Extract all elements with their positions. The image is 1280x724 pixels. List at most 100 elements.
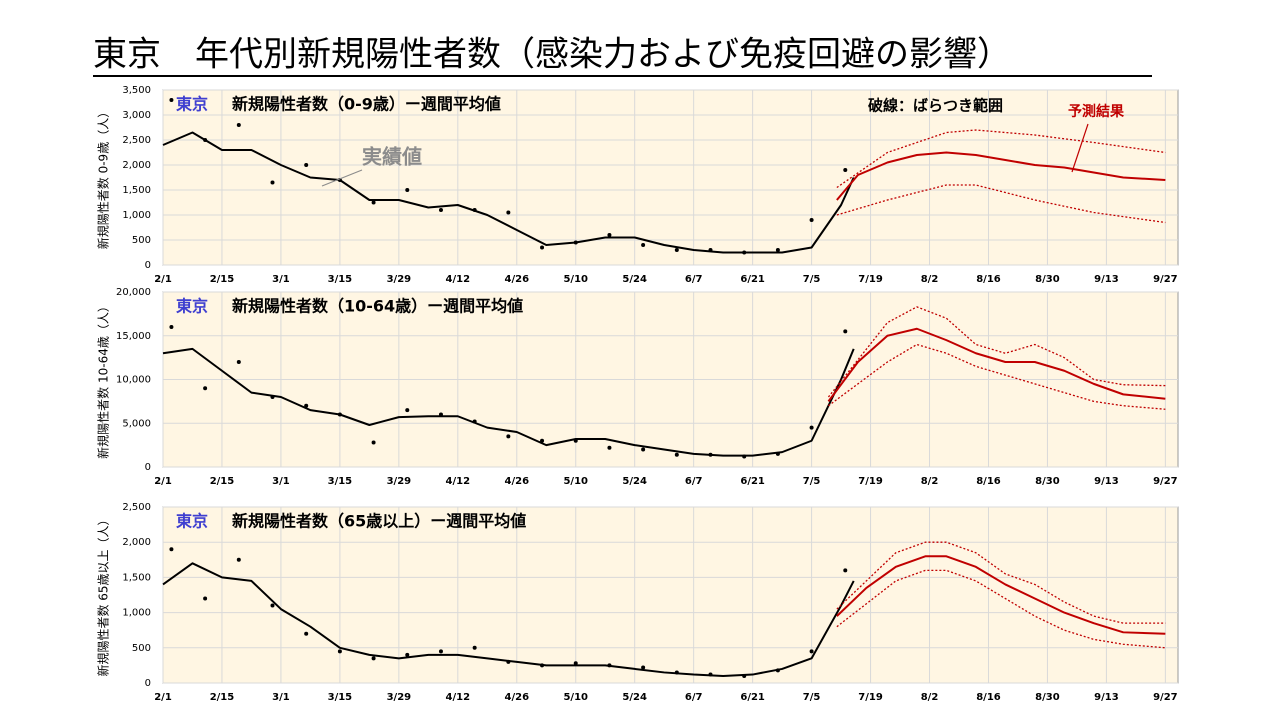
data-point xyxy=(674,248,679,252)
x-tick-label: 2/1 xyxy=(154,476,172,487)
y-tick-label: 1,000 xyxy=(122,608,151,619)
x-tick-label: 3/1 xyxy=(272,274,290,285)
x-tick-label: 4/26 xyxy=(505,274,530,285)
y-tick-label: 5,000 xyxy=(122,418,151,429)
data-point xyxy=(641,447,646,452)
y-axis-label: 新規陽性者数 10-64歳（人） xyxy=(96,300,111,459)
x-tick-label: 3/29 xyxy=(387,476,412,487)
y-axis-label: 新規陽性者数 65歳以上（人） xyxy=(96,513,111,676)
x-tick-label: 9/27 xyxy=(1153,692,1178,703)
data-point xyxy=(371,656,376,661)
y-tick-label: 3,000 xyxy=(122,110,151,121)
trend-line xyxy=(162,131,855,254)
x-tick-label: 3/15 xyxy=(328,692,353,703)
x-tick-label: 6/7 xyxy=(685,274,703,285)
x-tick-label: 6/21 xyxy=(740,274,765,285)
annotation-leader xyxy=(321,169,363,187)
x-tick-label: 4/26 xyxy=(505,476,530,487)
chart-subtitle: 新規陽性者数（65歳以上）ー週間平均値 xyxy=(232,512,526,531)
data-point xyxy=(438,649,443,654)
x-tick-label: 5/10 xyxy=(563,274,588,285)
annotation: 実績値 xyxy=(362,145,422,169)
data-point xyxy=(775,248,780,252)
data-point xyxy=(573,661,578,666)
y-axis-label: 新規陽性者数 0-9歳（人） xyxy=(96,106,111,249)
data-point xyxy=(203,596,208,601)
x-tick-label: 5/10 xyxy=(563,692,588,703)
data-point xyxy=(270,180,275,185)
data-point xyxy=(371,440,376,445)
x-tick-label: 9/27 xyxy=(1153,274,1178,285)
range-line xyxy=(836,184,1166,224)
region-label: 東京 xyxy=(176,95,208,114)
chart-subtitle: 新規陽性者数（0-9歳）ー週間平均値 xyxy=(232,95,501,114)
x-tick-label: 3/29 xyxy=(387,692,412,703)
data-point xyxy=(540,245,545,250)
x-tick-label: 9/13 xyxy=(1094,476,1119,487)
y-tick-label: 20,000 xyxy=(116,287,151,298)
annotation: 破線：ばらつき範囲 xyxy=(868,97,1003,115)
x-tick-label: 7/5 xyxy=(803,692,821,703)
x-tick-label: 3/1 xyxy=(272,476,290,487)
x-tick-label: 4/12 xyxy=(446,692,471,703)
x-tick-label: 3/15 xyxy=(328,476,353,487)
x-tick-label: 6/7 xyxy=(685,476,703,487)
data-point xyxy=(641,665,646,670)
x-tick-label: 3/15 xyxy=(328,274,353,285)
data-point xyxy=(641,243,646,247)
x-tick-label: 8/30 xyxy=(1035,274,1060,285)
x-tick-label: 6/21 xyxy=(740,692,765,703)
annotation-leader xyxy=(1071,123,1089,173)
x-tick-label: 2/15 xyxy=(210,476,235,487)
x-tick-label: 2/1 xyxy=(154,274,172,285)
data-point xyxy=(809,649,814,654)
data-point xyxy=(169,547,174,552)
x-tick-label: 2/15 xyxy=(210,692,235,703)
data-point xyxy=(169,325,174,329)
x-tick-label: 8/2 xyxy=(921,476,939,487)
range-line xyxy=(836,541,1166,624)
data-point xyxy=(506,434,511,439)
data-point xyxy=(405,652,410,657)
x-tick-label: 9/27 xyxy=(1153,476,1178,487)
x-tick-label: 3/1 xyxy=(272,692,290,703)
x-tick-label: 9/13 xyxy=(1094,692,1119,703)
data-point xyxy=(304,163,309,167)
x-tick-label: 5/10 xyxy=(563,476,588,487)
data-point xyxy=(809,425,814,430)
data-point xyxy=(304,631,309,636)
y-tick-label: 2,500 xyxy=(122,135,151,146)
x-tick-label: 5/24 xyxy=(622,476,647,487)
x-tick-label: 7/5 xyxy=(803,476,821,487)
data-point xyxy=(809,218,814,222)
trend-line xyxy=(162,562,855,677)
x-tick-label: 8/16 xyxy=(976,274,1001,285)
x-tick-label: 2/15 xyxy=(210,274,235,285)
x-tick-label: 8/2 xyxy=(921,692,939,703)
x-tick-label: 6/21 xyxy=(740,476,765,487)
data-point xyxy=(337,649,342,654)
y-tick-label: 15,000 xyxy=(116,331,151,342)
data-point xyxy=(843,168,848,172)
y-tick-label: 2,500 xyxy=(122,502,151,513)
x-tick-label: 8/30 xyxy=(1035,692,1060,703)
plot-area xyxy=(162,506,1179,684)
x-tick-label: 3/29 xyxy=(387,274,412,285)
trend-line xyxy=(836,151,1166,201)
data-point xyxy=(607,233,612,237)
x-tick-label: 9/13 xyxy=(1094,274,1119,285)
x-tick-label: 8/16 xyxy=(976,476,1001,487)
data-point xyxy=(674,452,679,457)
x-tick-label: 7/19 xyxy=(858,274,883,285)
range-line xyxy=(827,306,1166,398)
y-tick-label: 2,000 xyxy=(122,537,151,548)
x-tick-label: 4/12 xyxy=(446,274,471,285)
x-tick-label: 6/7 xyxy=(685,692,703,703)
y-tick-label: 1,000 xyxy=(122,210,151,221)
data-point xyxy=(371,200,376,205)
data-point xyxy=(843,329,848,334)
x-tick-label: 5/24 xyxy=(622,692,647,703)
data-point xyxy=(236,557,241,562)
